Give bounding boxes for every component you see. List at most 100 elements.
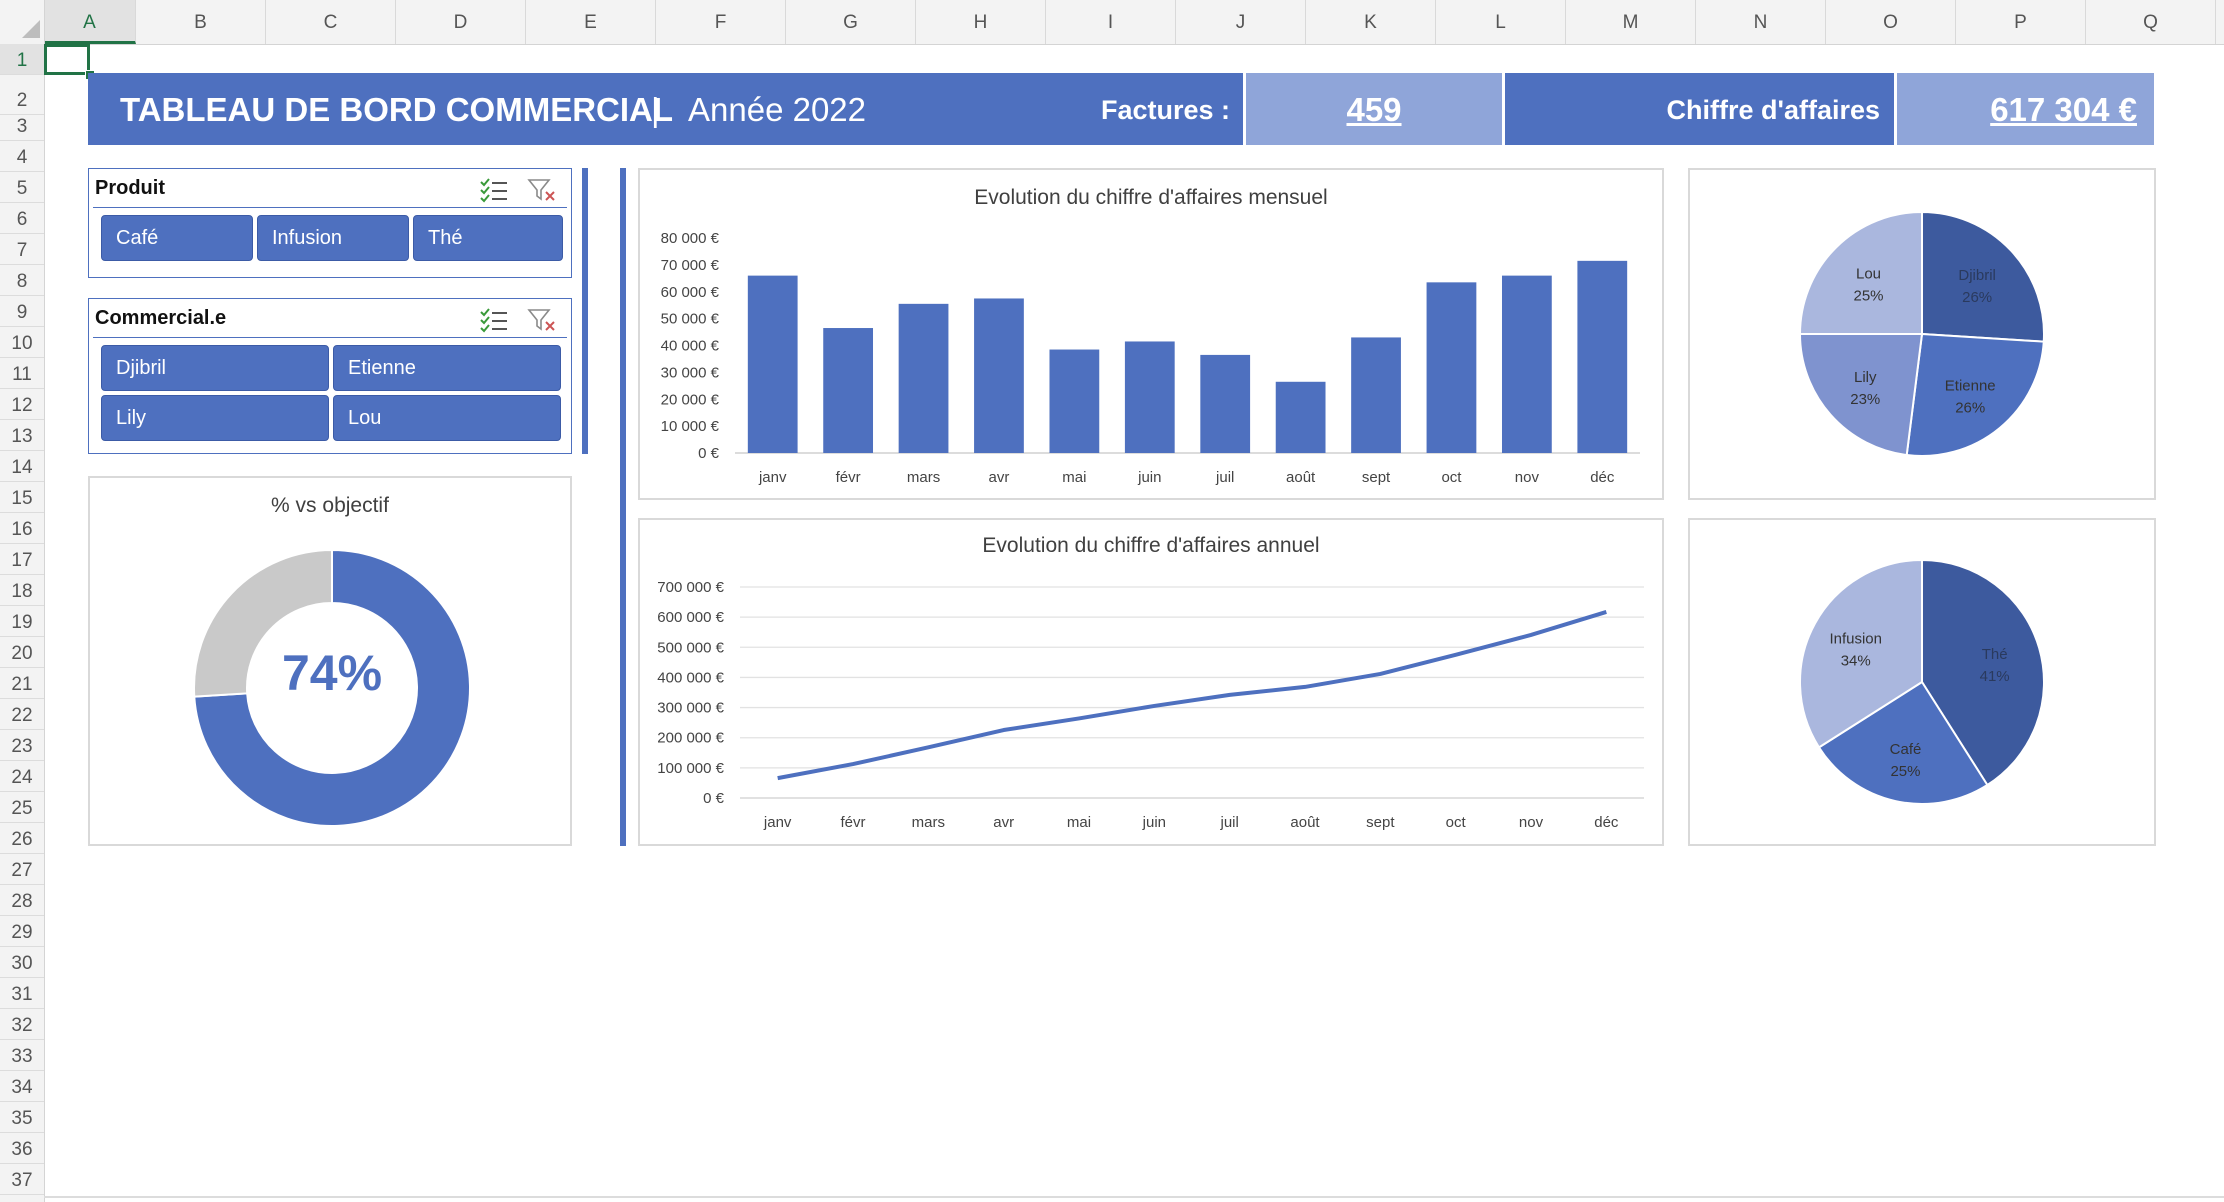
row-header-5[interactable]: 5: [0, 172, 44, 203]
row-header-33[interactable]: 33: [0, 1040, 44, 1071]
column-header-o[interactable]: O: [1826, 0, 1956, 44]
row-header-19[interactable]: 19: [0, 606, 44, 637]
banner-divider: [1894, 73, 1897, 145]
slicer-produit[interactable]: Produit Café Infusion Thé: [88, 168, 572, 278]
line-x-tick-label: sept: [1366, 814, 1395, 831]
row-header-1[interactable]: 1: [0, 44, 44, 75]
column-header-e[interactable]: E: [526, 0, 656, 44]
line-x-tick-label: juil: [1219, 814, 1238, 831]
bar-y-tick-label: 0 €: [698, 445, 720, 462]
row-header-36[interactable]: 36: [0, 1133, 44, 1164]
bar-janv: [747, 275, 798, 453]
slicer-item-lou[interactable]: Lou: [333, 395, 561, 441]
active-cell-a1[interactable]: [44, 44, 90, 75]
objective-chart-panel[interactable]: % vs objectif 74%: [88, 476, 572, 846]
bar-x-tick-label: sept: [1362, 469, 1391, 486]
row-header-7[interactable]: 7: [0, 234, 44, 265]
bar-y-tick-label: 80 000 €: [661, 230, 720, 247]
row-header-25[interactable]: 25: [0, 792, 44, 823]
bar-x-tick-label: août: [1286, 469, 1316, 486]
line-x-tick-label: août: [1290, 814, 1320, 831]
column-header-b[interactable]: B: [136, 0, 266, 44]
pie-slice-percent: 25%: [1890, 763, 1920, 780]
banner-divider: [1243, 73, 1246, 145]
column-header-c[interactable]: C: [266, 0, 396, 44]
clear-filter-icon[interactable]: [527, 177, 557, 203]
row-header-14[interactable]: 14: [0, 451, 44, 482]
pie-slice-café: [1817, 680, 1989, 805]
row-header-35[interactable]: 35: [0, 1102, 44, 1133]
row-header-15[interactable]: 15: [0, 482, 44, 513]
column-header-k[interactable]: K: [1306, 0, 1436, 44]
column-header-g[interactable]: G: [786, 0, 916, 44]
row-header-18[interactable]: 18: [0, 575, 44, 606]
bar-y-tick-label: 70 000 €: [661, 257, 720, 274]
clear-filter-icon[interactable]: [527, 307, 557, 333]
multi-select-icon[interactable]: [479, 307, 509, 333]
row-header-4[interactable]: 4: [0, 141, 44, 172]
column-header-m[interactable]: M: [1566, 0, 1696, 44]
row-header-12[interactable]: 12: [0, 389, 44, 420]
row-header-17[interactable]: 17: [0, 544, 44, 575]
column-header-l[interactable]: L: [1436, 0, 1566, 44]
chiffre-affaires-value[interactable]: 617 304 €: [1990, 91, 2137, 128]
pie-slice-label: Etienne: [1945, 377, 1996, 394]
column-header-d[interactable]: D: [396, 0, 526, 44]
row-header-11[interactable]: 11: [0, 358, 44, 389]
pie-slice-lou: [1798, 210, 1923, 335]
row-header-27[interactable]: 27: [0, 854, 44, 885]
annual-revenue-chart[interactable]: Evolution du chiffre d'affaires annuel 0…: [638, 518, 1664, 846]
row-header-13[interactable]: 13: [0, 420, 44, 451]
row-header-22[interactable]: 22: [0, 699, 44, 730]
slicer-commercial[interactable]: Commercial.e Djibril Etienne Lily Lou: [88, 298, 572, 454]
column-header-p[interactable]: P: [1956, 0, 2086, 44]
sheet-bottom-edge: [44, 1196, 2224, 1198]
row-header-32[interactable]: 32: [0, 1009, 44, 1040]
bar-x-tick-label: mai: [1062, 469, 1086, 486]
row-header-2[interactable]: 2: [0, 75, 44, 115]
row-header-3[interactable]: 3: [0, 115, 44, 141]
row-header-6[interactable]: 6: [0, 203, 44, 234]
column-header-h[interactable]: H: [916, 0, 1046, 44]
row-header-9[interactable]: 9: [0, 296, 44, 327]
column-header-f[interactable]: F: [656, 0, 786, 44]
monthly-bar-plot: 0 € 10 000 € 20 000 € 30 000 € 40 000 € 50 00…: [661, 230, 1640, 486]
section-accent-bar-lower: [620, 168, 626, 846]
row-header-8[interactable]: 8: [0, 265, 44, 296]
column-header-n[interactable]: N: [1696, 0, 1826, 44]
objective-percent-label: 74%: [282, 645, 382, 701]
row-header-26[interactable]: 26: [0, 823, 44, 854]
row-header-21[interactable]: 21: [0, 668, 44, 699]
row-header-23[interactable]: 23: [0, 730, 44, 761]
row-header-37[interactable]: 37: [0, 1164, 44, 1195]
column-header-i[interactable]: I: [1046, 0, 1176, 44]
row-header-24[interactable]: 24: [0, 761, 44, 792]
slicer-item-cafe[interactable]: Café: [101, 215, 253, 261]
slicer-item-etienne[interactable]: Etienne: [333, 345, 561, 391]
row-header-30[interactable]: 30: [0, 947, 44, 978]
slicer-item-the[interactable]: Thé: [413, 215, 563, 261]
column-header-a[interactable]: A: [44, 0, 136, 44]
row-header-29[interactable]: 29: [0, 916, 44, 947]
product-pie-panel[interactable]: Thé 41% Café 25% Infusion 34%: [1688, 518, 2156, 846]
year-label: Année 2022: [688, 91, 867, 128]
row-header-34[interactable]: 34: [0, 1071, 44, 1102]
column-header-q[interactable]: Q: [2086, 0, 2216, 44]
monthly-revenue-chart[interactable]: Evolution du chiffre d'affaires mensuel …: [638, 168, 1664, 500]
annual-chart-title: Evolution du chiffre d'affaires annuel: [982, 534, 1320, 557]
multi-select-icon[interactable]: [479, 177, 509, 203]
slicer-item-djibril[interactable]: Djibril: [101, 345, 329, 391]
row-header-10[interactable]: 10: [0, 327, 44, 358]
commercial-pie-panel[interactable]: Djibril 26% Etienne 26% Lily 23% Lou 25%: [1688, 168, 2156, 500]
row-header-16[interactable]: 16: [0, 513, 44, 544]
column-header-r[interactable]: R: [2216, 0, 2224, 44]
slicer-item-infusion[interactable]: Infusion: [257, 215, 409, 261]
row-header-31[interactable]: 31: [0, 978, 44, 1009]
bar-x-tick-label: avr: [989, 469, 1010, 486]
row-header-28[interactable]: 28: [0, 885, 44, 916]
column-header-j[interactable]: J: [1176, 0, 1306, 44]
bar-x-tick-label: juin: [1137, 469, 1161, 486]
row-header-20[interactable]: 20: [0, 637, 44, 668]
factures-value[interactable]: 459: [1346, 91, 1402, 128]
slicer-item-lily[interactable]: Lily: [101, 395, 329, 441]
